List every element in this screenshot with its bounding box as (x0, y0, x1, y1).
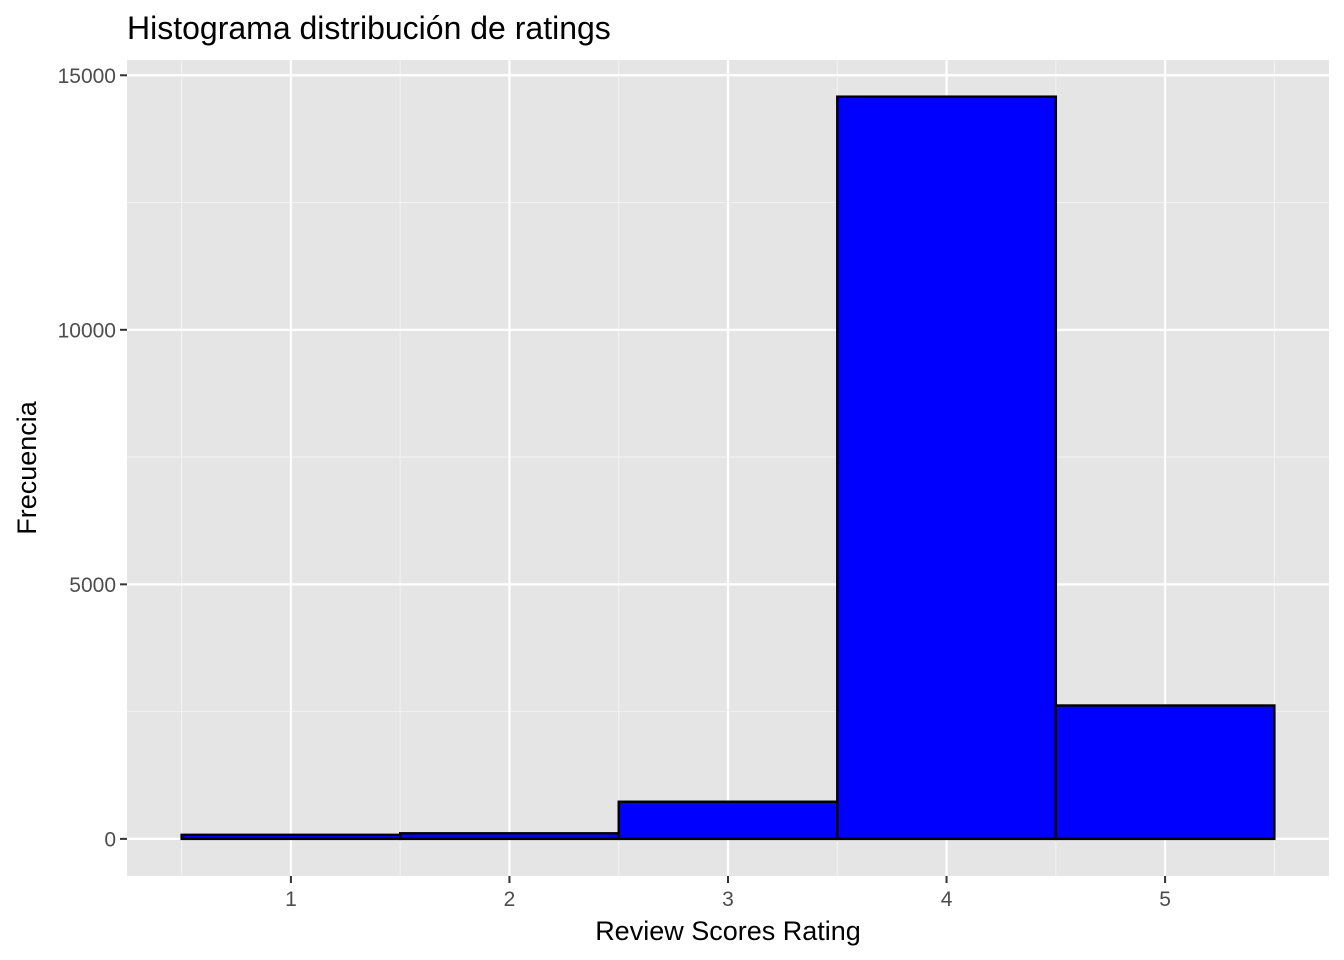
chart-title: Histograma distribución de ratings (127, 10, 611, 46)
x-tick-label: 5 (1159, 888, 1171, 911)
histogram-bar-1 (180, 833, 402, 841)
y-axis-title: Frecuencia (12, 400, 42, 535)
x-axis: 1 2 3 4 5 (285, 876, 1171, 911)
y-tick-label: 10000 (58, 319, 116, 342)
x-axis-title: Review Scores Rating (595, 916, 861, 946)
histogram-bars (180, 95, 1276, 841)
histogram-bar-5 (1054, 704, 1276, 841)
y-tick-label: 5000 (69, 574, 116, 597)
histogram-bar-4 (836, 95, 1058, 841)
y-tick-label: 15000 (58, 65, 116, 88)
y-axis: 0 5000 10000 15000 (58, 65, 127, 851)
x-tick-label: 1 (285, 888, 297, 911)
histogram-bar-3 (617, 800, 839, 841)
y-tick-label: 0 (104, 828, 116, 851)
x-tick-label: 2 (504, 888, 516, 911)
x-tick-label: 4 (941, 888, 953, 911)
x-tick-label: 3 (722, 888, 734, 911)
histogram-bar-2 (398, 832, 620, 841)
